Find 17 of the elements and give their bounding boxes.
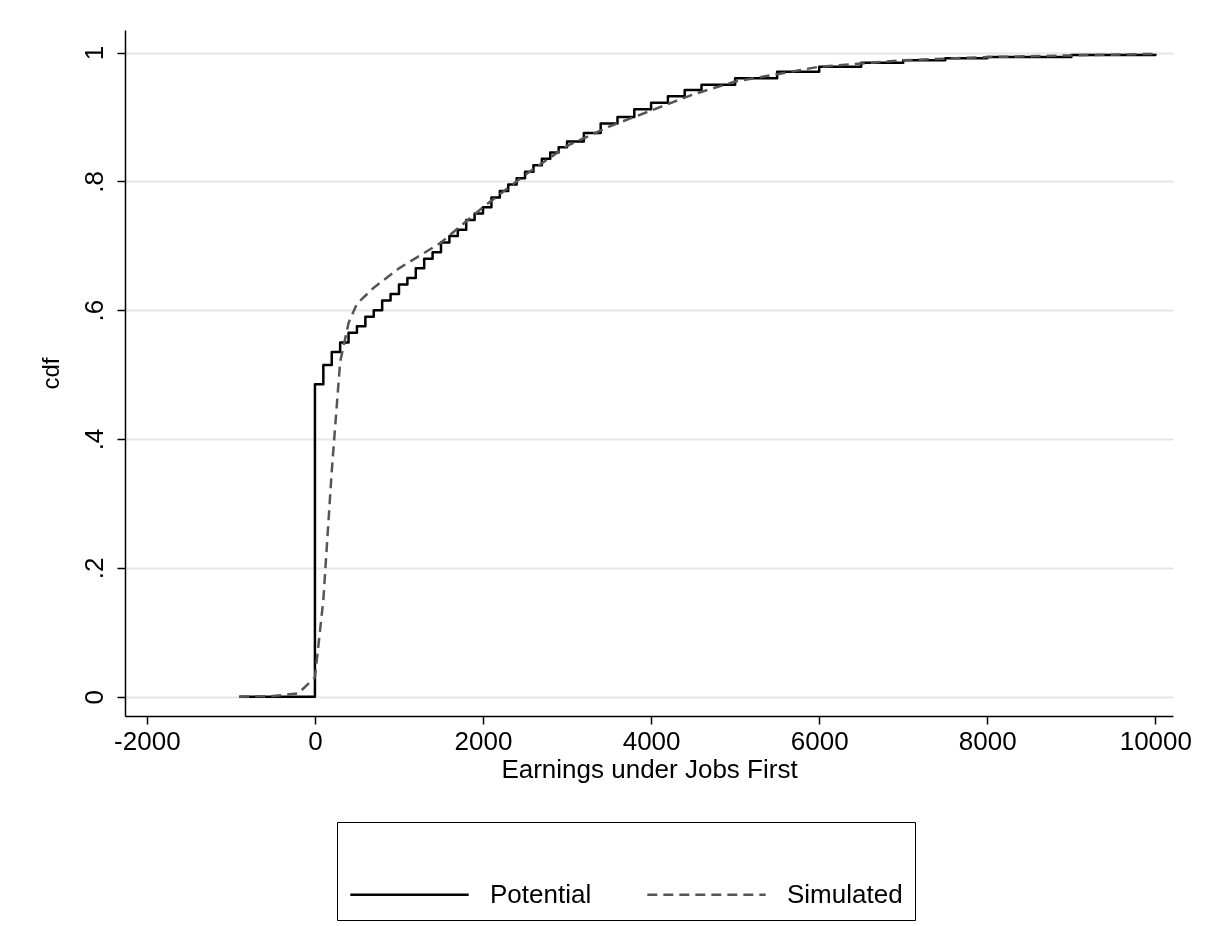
legend-label: Potential bbox=[490, 878, 592, 909]
x-tick-label: 10000 bbox=[1119, 725, 1193, 756]
y-axis-title: cdf bbox=[36, 357, 64, 390]
x-tick-label: 4000 bbox=[622, 725, 681, 756]
x-tick-label: 6000 bbox=[790, 725, 849, 756]
y-tick-label: .8 bbox=[78, 171, 109, 193]
x-tick-label: 0 bbox=[308, 725, 323, 756]
x-tick-label: 2000 bbox=[454, 725, 513, 756]
x-axis-title: Earnings under Jobs First bbox=[501, 753, 799, 784]
legend-label: Simulated bbox=[787, 878, 903, 909]
y-tick-label: .6 bbox=[78, 299, 109, 322]
x-tick-label: 8000 bbox=[958, 725, 1017, 756]
y-tick-label: 0 bbox=[78, 689, 109, 705]
y-tick-label: .2 bbox=[78, 557, 109, 580]
y-tick-label: 1 bbox=[78, 45, 109, 61]
y-tick-label: .4 bbox=[78, 428, 109, 451]
x-tick-label: -2000 bbox=[114, 725, 181, 756]
